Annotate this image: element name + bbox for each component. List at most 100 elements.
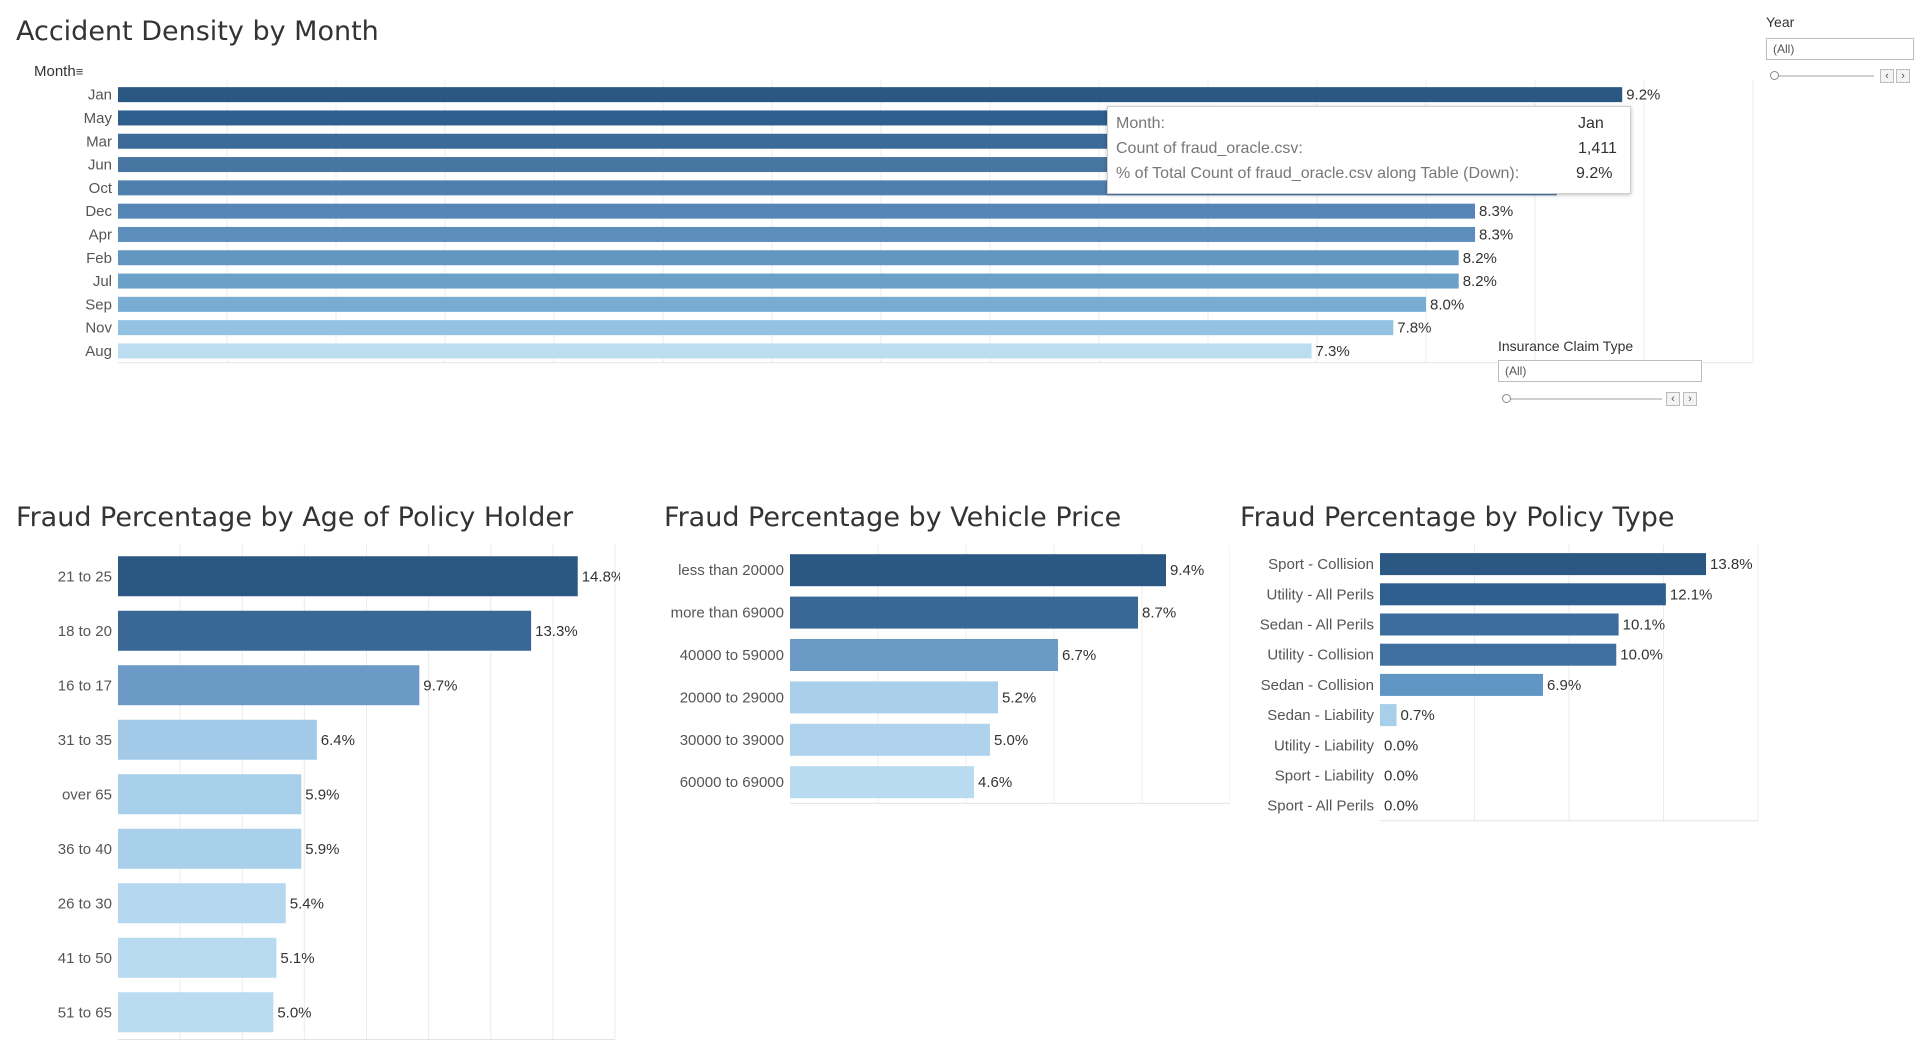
bar[interactable]: [790, 723, 990, 756]
claim-type-next-button[interactable]: ›: [1683, 392, 1697, 406]
category-label: Jun: [88, 157, 112, 174]
bar[interactable]: [118, 828, 302, 869]
bar[interactable]: [790, 596, 1138, 629]
category-label: 31 to 35: [58, 732, 112, 749]
category-label: 16 to 17: [58, 677, 112, 694]
category-label: May: [84, 110, 113, 127]
bar[interactable]: [790, 766, 974, 799]
bar[interactable]: [118, 320, 1394, 336]
year-filter-dropdown[interactable]: (All): [1766, 38, 1914, 60]
bar[interactable]: [118, 226, 1476, 242]
chart-title-age: Fraud Percentage by Age of Policy Holder: [16, 502, 574, 533]
bar[interactable]: [118, 250, 1459, 266]
bar[interactable]: [790, 554, 1166, 587]
tooltip-count-label: Count of fraud_oracle.csv:: [1116, 140, 1303, 157]
age-chart: 21 to 25 14.8% 18 to 20 13.3% 16 to 17 9.7% 31…: [58, 545, 620, 1040]
bar[interactable]: [1380, 583, 1666, 606]
category-label: Sport - Liability: [1275, 768, 1375, 785]
bar[interactable]: [118, 343, 1312, 359]
data-label: 5.2%: [1002, 689, 1036, 706]
bar[interactable]: [118, 774, 302, 815]
year-slider-knob[interactable]: [1770, 71, 1779, 80]
category-label: Sedan - All Perils: [1260, 617, 1374, 634]
data-label: 5.0%: [277, 1004, 311, 1021]
chart-title-month: Accident Density by Month: [16, 16, 379, 47]
claim-type-slider-track[interactable]: [1506, 398, 1662, 400]
bar[interactable]: [1380, 613, 1619, 636]
category-label: 21 to 25: [58, 568, 112, 585]
category-label: Sport - All Perils: [1267, 798, 1374, 815]
category-label: 30000 to 39000: [680, 732, 784, 749]
month-header-label: Month: [34, 63, 76, 80]
data-label: 10.0%: [1620, 647, 1663, 664]
category-label: over 65: [62, 786, 112, 803]
claim-type-filter-dropdown[interactable]: (All): [1498, 360, 1702, 382]
sort-icon[interactable]: ≡: [75, 64, 84, 79]
category-label: Apr: [89, 226, 112, 243]
data-label: 8.2%: [1463, 273, 1497, 290]
data-label: 7.3%: [1316, 343, 1350, 360]
bar[interactable]: [118, 665, 420, 706]
category-label: more than 69000: [671, 605, 784, 622]
category-label: 51 to 65: [58, 1004, 112, 1021]
data-label: 13.8%: [1710, 556, 1753, 573]
bar[interactable]: [118, 87, 1623, 103]
chart-title-vehicle-price: Fraud Percentage by Vehicle Price: [664, 502, 1122, 533]
data-label: 0.0%: [1384, 768, 1418, 785]
tooltip-month-value: Jan: [1578, 115, 1604, 132]
category-label: 18 to 20: [58, 623, 112, 640]
bar[interactable]: [118, 937, 277, 978]
category-label: 60000 to 69000: [680, 774, 784, 791]
data-label: 12.1%: [1670, 586, 1713, 603]
bar[interactable]: [118, 556, 578, 597]
data-label: 14.8%: [582, 568, 620, 585]
bar[interactable]: [1380, 704, 1397, 727]
policy-type-chart: Sport - Collision 13.8% Utility - All Peri…: [1260, 545, 1759, 822]
data-label: 5.9%: [305, 786, 339, 803]
category-label: Sedan - Collision: [1261, 677, 1374, 694]
claim-type-filter-title: Insurance Claim Type: [1498, 338, 1634, 354]
claim-type-slider-knob[interactable]: [1502, 394, 1511, 403]
data-label: 10.1%: [1623, 617, 1666, 634]
bar[interactable]: [118, 992, 274, 1033]
category-label: Aug: [85, 343, 112, 360]
category-label: 41 to 50: [58, 950, 112, 967]
tooltip-month-label: Month:: [1116, 115, 1165, 132]
data-label: 5.1%: [280, 950, 314, 967]
data-label: 8.7%: [1142, 605, 1176, 622]
category-label: 40000 to 59000: [680, 647, 784, 664]
bar[interactable]: [1380, 673, 1544, 696]
data-label: 0.7%: [1401, 707, 1435, 724]
bar[interactable]: [118, 296, 1426, 312]
year-next-button[interactable]: ›: [1896, 69, 1910, 83]
category-label: Sport - Collision: [1268, 556, 1374, 573]
data-label: 8.3%: [1479, 226, 1513, 243]
tooltip-pct-label: % of Total Count of fraud_oracle.csv alo…: [1116, 165, 1520, 182]
tooltip-count-value: 1,411: [1578, 140, 1617, 157]
category-label: Feb: [86, 250, 112, 267]
claim-type-prev-button[interactable]: ‹: [1666, 392, 1680, 406]
data-label: 4.6%: [978, 774, 1012, 791]
data-label: 8.2%: [1463, 250, 1497, 267]
category-label: 20000 to 29000: [680, 689, 784, 706]
category-label: Nov: [85, 320, 112, 337]
bar[interactable]: [1380, 553, 1707, 576]
bar[interactable]: [1380, 643, 1617, 666]
data-label: 8.0%: [1430, 296, 1464, 313]
bar[interactable]: [118, 273, 1459, 289]
category-label: 26 to 30: [58, 895, 112, 912]
bar[interactable]: [118, 610, 532, 651]
category-label: Mar: [86, 133, 112, 150]
category-label: Utility - All Perils: [1266, 586, 1374, 603]
year-slider-track[interactable]: [1774, 75, 1874, 77]
bar[interactable]: [118, 203, 1476, 219]
bar[interactable]: [790, 639, 1058, 671]
bar[interactable]: [118, 719, 317, 760]
month-sort-header[interactable]: Month≡: [34, 63, 83, 80]
category-label: Sedan - Liability: [1267, 707, 1374, 724]
hover-tooltip: Month: Jan Count of fraud_oracle.csv: 1,…: [1107, 106, 1631, 194]
year-prev-button[interactable]: ‹: [1880, 69, 1894, 83]
category-label: 36 to 40: [58, 841, 112, 858]
bar[interactable]: [790, 681, 998, 714]
bar[interactable]: [118, 883, 286, 924]
